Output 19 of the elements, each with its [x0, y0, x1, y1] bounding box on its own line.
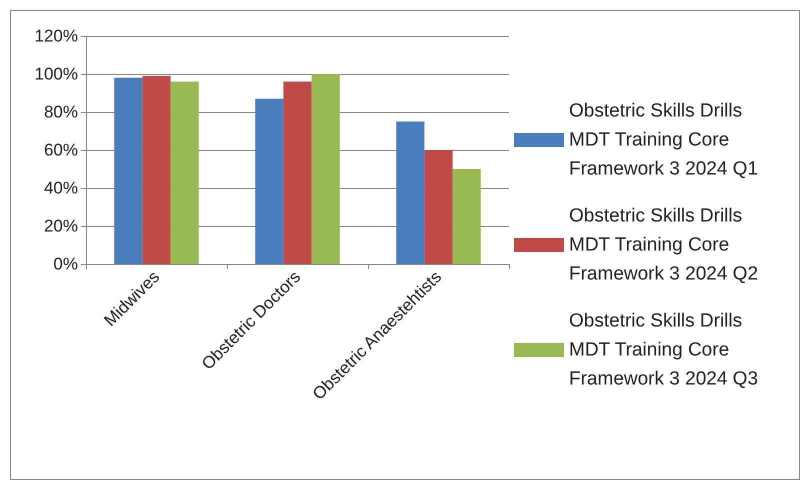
bar — [312, 74, 340, 264]
bar — [283, 82, 312, 264]
legend-label: Obstetric Skills Drills MDT Training Core Framework 3 2024 Q3 — [569, 310, 758, 390]
y-tick-label: 60% — [44, 140, 78, 160]
y-tick-label: 20% — [44, 216, 78, 236]
bar — [255, 98, 284, 264]
y-tick-label: 80% — [44, 102, 78, 122]
bar — [424, 150, 453, 264]
legend-label: Obstetric Skills Drills MDT Training Core Framework 3 2024 Q2 — [569, 206, 758, 284]
bar — [396, 122, 424, 264]
y-tick-label: 100% — [34, 64, 78, 84]
bar — [452, 169, 481, 264]
legend-label: Obstetric Skills Drills MDT Training Core Framework 3 2024 Q1 — [569, 100, 758, 180]
bar — [114, 78, 142, 264]
bar — [170, 82, 199, 264]
bar — [142, 76, 171, 264]
y-tick-label: 120% — [34, 26, 78, 46]
y-tick-label: 40% — [44, 178, 78, 198]
y-tick-label: 0% — [53, 254, 78, 274]
